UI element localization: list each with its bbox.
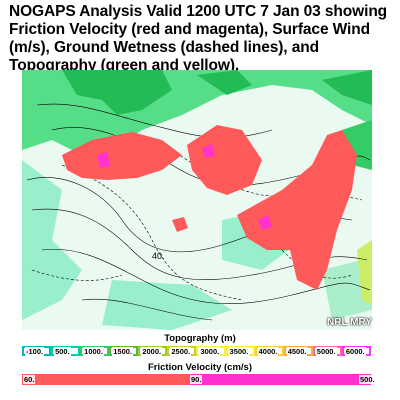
topography-legend-label: 3500. [228, 347, 250, 356]
friction-label-low: 60. [23, 375, 36, 384]
friction-label-high: 500. [359, 375, 376, 384]
topography-legend-swatch: 1000. [80, 346, 110, 356]
topography-legend-label: 500. [54, 347, 71, 356]
topography-legend-swatch: -100. [22, 346, 52, 356]
topography-legend-swatch: 2500. [167, 346, 197, 356]
friction-low-swatch [22, 374, 190, 385]
topography-legend-label: 5000. [315, 347, 337, 356]
friction-label-mid: 90. [190, 375, 203, 384]
topography-legend-label: 1000. [83, 347, 104, 356]
friction-legend-title: Friction Velocity (cm/s) [148, 362, 252, 373]
topography-legend-swatch: 4000. [254, 346, 284, 356]
topography-legend-swatch: 3500. [225, 346, 255, 356]
topography-legend-label: 2000. [141, 347, 163, 356]
map-panel: 40. [22, 70, 372, 330]
topography-legend-label: 6000. [344, 347, 366, 356]
topography-legend-swatch: 1500. [109, 346, 139, 356]
friction-high-swatch [190, 374, 371, 385]
topography-legend-label: 4500. [286, 347, 308, 356]
friction-velocity-layer [62, 125, 357, 290]
credit-label: NRL MRY [327, 317, 372, 328]
topography-legend-swatch: 500. [51, 346, 81, 356]
contour-label: 40. [152, 251, 165, 261]
topography-legend-swatch: 3000. [196, 346, 226, 356]
topography-legend-swatch: 2000. [138, 346, 168, 356]
topography-legend-swatch: 5000. [312, 346, 342, 356]
friction-legend [22, 374, 371, 385]
topography-legend: -100. 500. 1000. 1500. 2000. 2500. 3000. 3500. 4… [22, 346, 371, 356]
topography-legend-title: Topography (m) [164, 333, 236, 344]
topography-legend-label: 1500. [112, 347, 134, 356]
topography-legend-label: 2500. [170, 347, 192, 356]
topography-legend-label: 3000. [199, 347, 221, 356]
topography-legend-label: 4000. [257, 347, 279, 356]
map-title: NOGAPS Analysis Valid 1200 UTC 7 Jan 03 … [9, 3, 388, 74]
topography-legend-swatch: 6000. [341, 346, 371, 356]
topography-layer [22, 70, 372, 330]
topography-legend-swatch: 4500. [283, 346, 313, 356]
topography-legend-label: -100. [25, 347, 45, 356]
